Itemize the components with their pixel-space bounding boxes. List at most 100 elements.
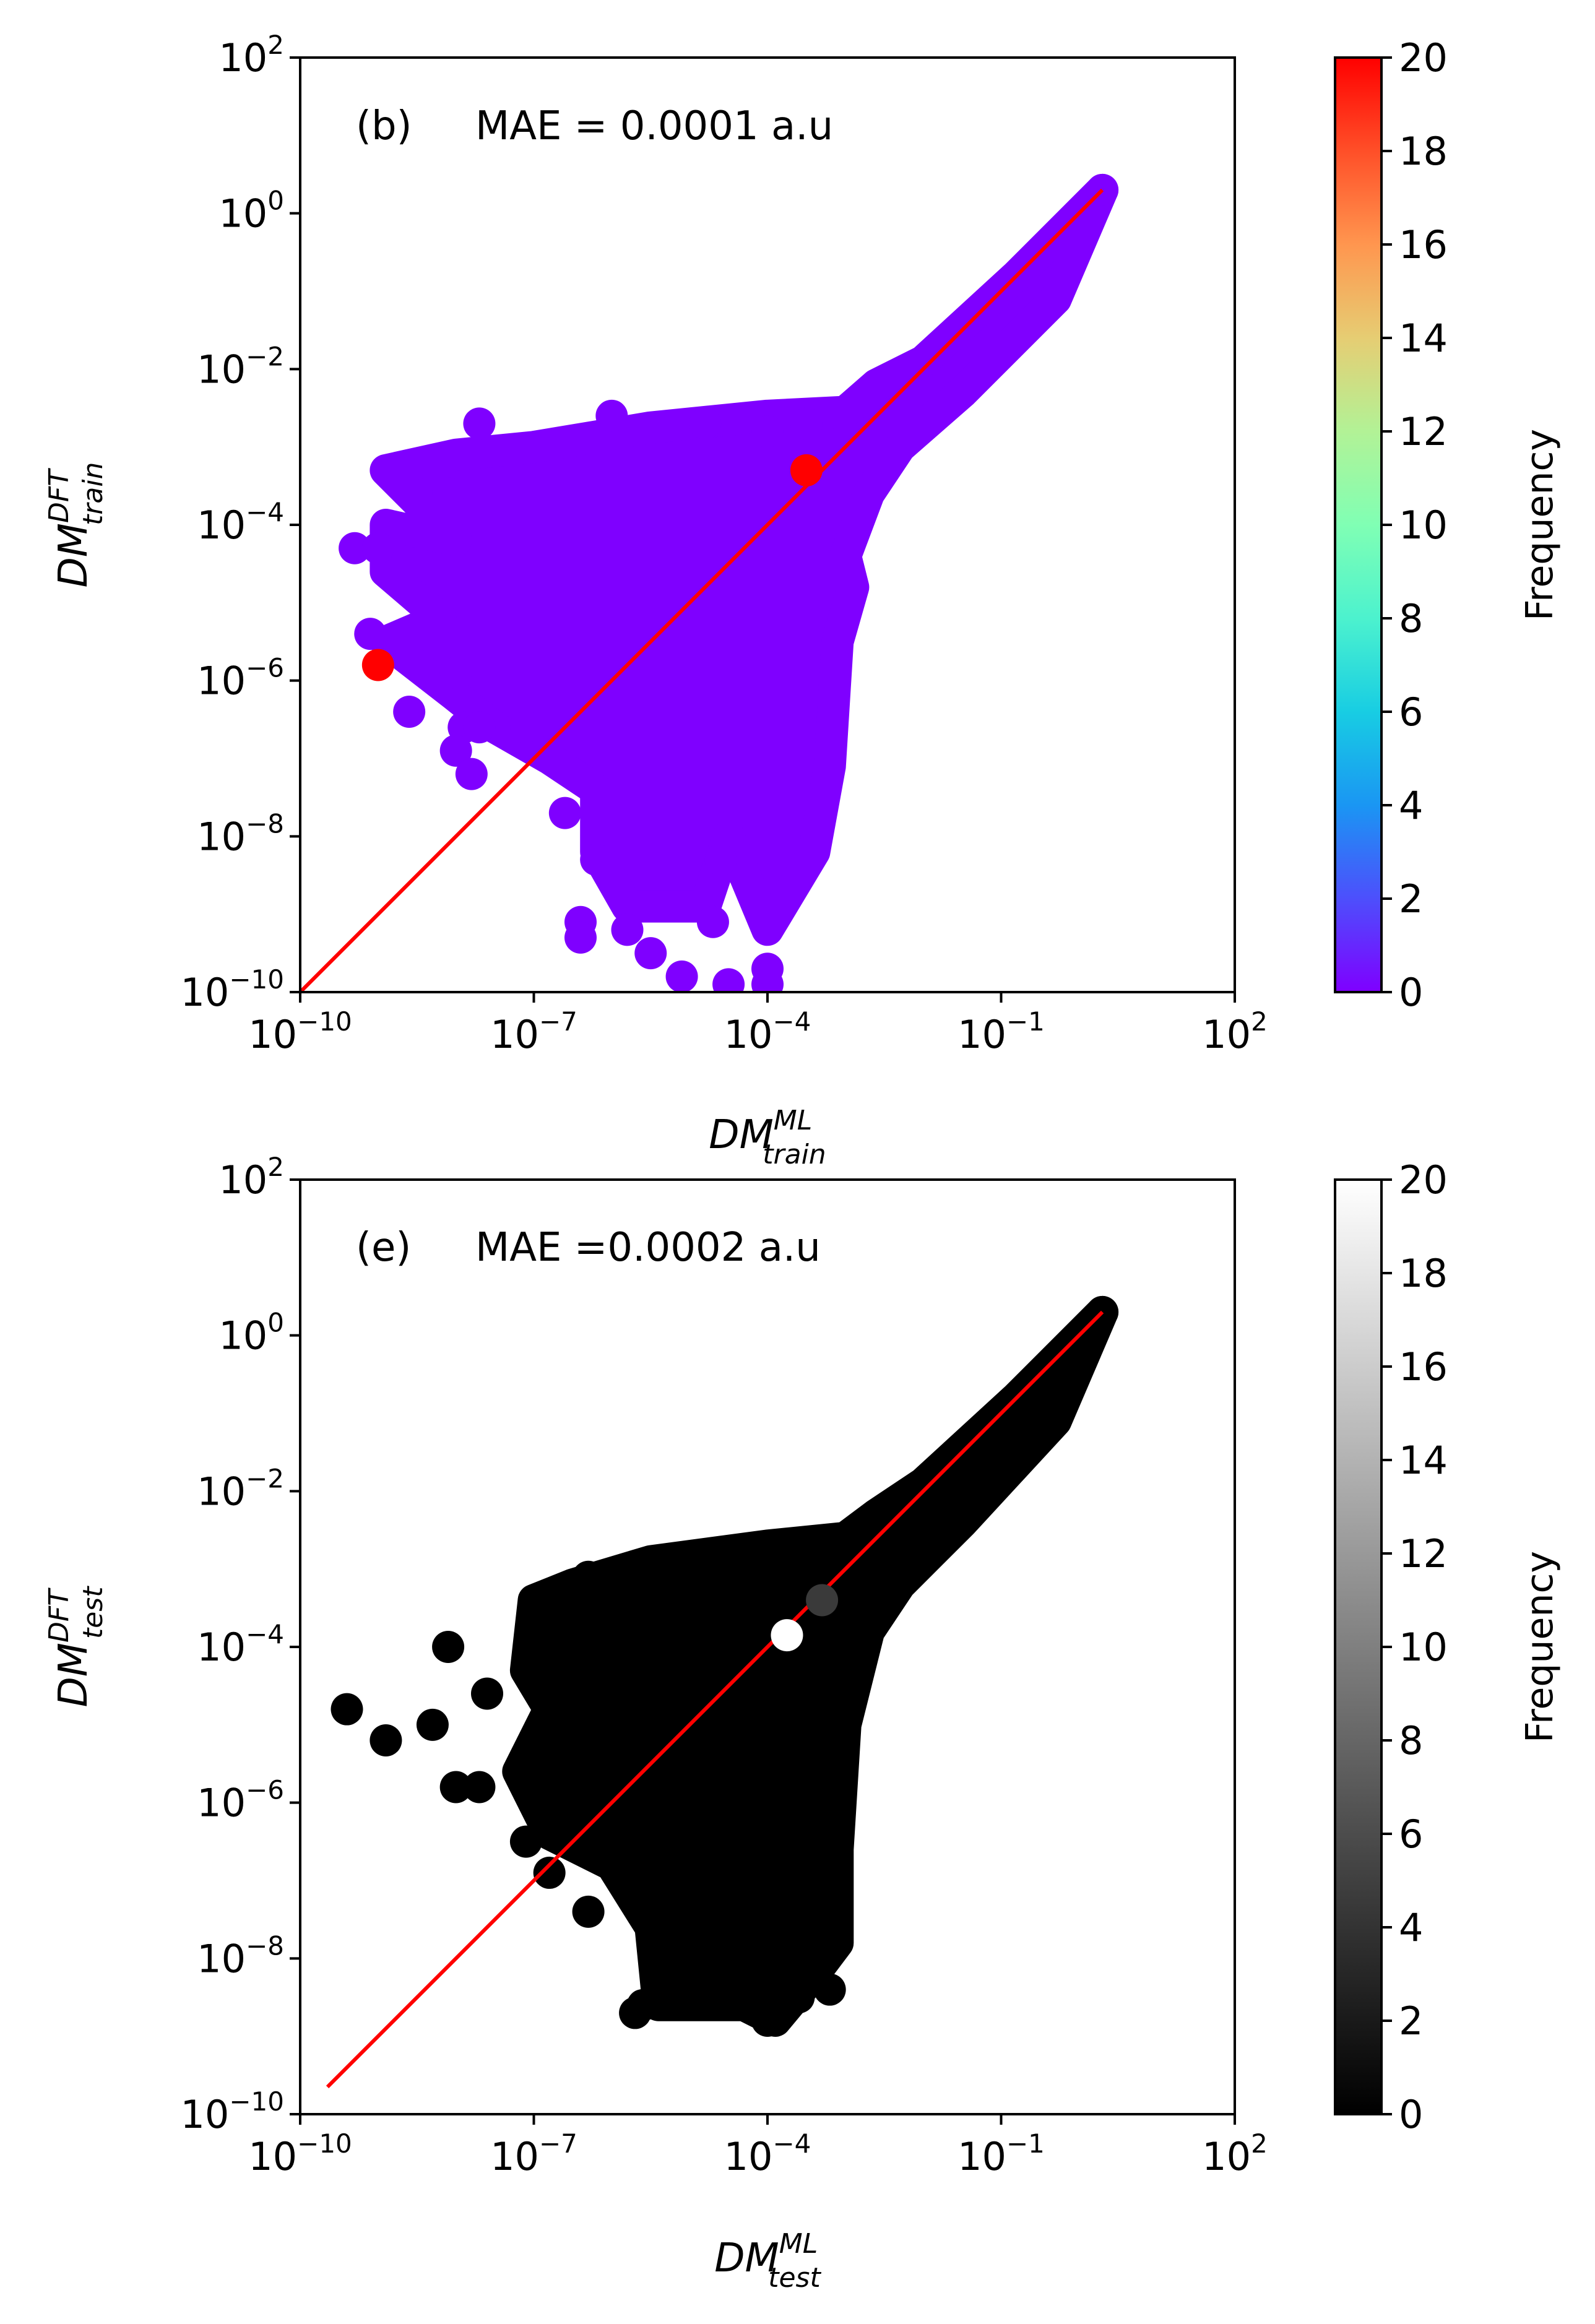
data-point xyxy=(572,1895,605,1928)
colorbar-tick-label: 14 xyxy=(1399,316,1448,361)
data-point xyxy=(463,407,496,440)
y-tick-label: 10−4 xyxy=(197,1619,284,1670)
x-tick-label: 102 xyxy=(1202,2128,1268,2179)
data-point xyxy=(572,1560,605,1593)
data-point xyxy=(432,1631,465,1663)
data-point xyxy=(439,657,472,689)
y-tick-label: 100 xyxy=(218,186,284,236)
data-point-cloud-train xyxy=(370,173,1119,946)
data-point xyxy=(611,914,644,946)
data-point xyxy=(813,1973,846,2006)
data-point xyxy=(751,2005,784,2037)
y-tick-label: 10−8 xyxy=(197,1930,284,1981)
data-point xyxy=(704,844,737,876)
y-tick-label: 10−4 xyxy=(197,497,284,548)
y-tick-label: 10−6 xyxy=(197,1775,284,1826)
colorbar-tick-label: 0 xyxy=(1399,2092,1423,2137)
data-point xyxy=(471,1677,503,1710)
data-point xyxy=(361,532,394,564)
data-point xyxy=(533,1856,566,1889)
y-ticks-train: 102 100 10−2 10−4 10−6 10−8 10−10 xyxy=(180,30,300,1015)
data-point xyxy=(619,1997,652,2029)
x-ticks-train: 10−10 10−7 10−4 10−1 102 xyxy=(248,992,1268,1057)
data-point xyxy=(339,532,371,564)
data-point xyxy=(751,415,784,447)
data-point xyxy=(439,1771,472,1803)
data-point xyxy=(658,1966,690,1998)
x-tick-label: 102 xyxy=(1202,1006,1268,1057)
colorbar-tick-label: 6 xyxy=(1399,1812,1423,1857)
colorbar-tick-label: 6 xyxy=(1399,689,1423,735)
plot-area-train xyxy=(300,173,1119,992)
colorbar-tick-label: 4 xyxy=(1399,1905,1423,1950)
data-point xyxy=(696,905,729,938)
y-tick-label: 10−8 xyxy=(197,808,284,859)
x-tick-label: 10−10 xyxy=(248,2128,352,2179)
annotation-label-train: (b) xyxy=(356,103,412,149)
scatter-panel-train: 10−10 10−7 10−4 10−1 102 10210010−210−410−61… xyxy=(43,30,1562,1170)
identity-line-test xyxy=(326,1310,1104,2089)
highlight-point xyxy=(806,1584,839,1617)
data-point-cloud-test xyxy=(502,1295,1119,2037)
colorbar-ticks-test: 0 2 4 6 8 10 12 14 16 18 20 xyxy=(1381,1157,1448,2137)
y-tick-label: 10−2 xyxy=(197,1463,284,1514)
y-tick-label: 10−6 xyxy=(197,653,284,704)
x-axis-title-test: DMML test xyxy=(714,2228,821,2294)
outlier-points-test xyxy=(331,1295,1119,2037)
colorbar-ticks-train: 0 2 4 6 8 10 12 14 16 18 20 xyxy=(1381,35,1448,1015)
data-point xyxy=(689,407,722,440)
colorbar-tick-label: 4 xyxy=(1399,783,1423,828)
data-point xyxy=(634,937,667,970)
y-tick-label: 10−10 xyxy=(180,964,284,1015)
identity-line-train xyxy=(300,188,1104,992)
data-point xyxy=(393,696,426,728)
data-point xyxy=(634,1560,667,1593)
colorbar-tick-label: 8 xyxy=(1399,1718,1423,1763)
plot-area-test xyxy=(326,1295,1119,2089)
x-axis-title-train: DMML train xyxy=(709,1105,826,1170)
colorbar-tick-label: 12 xyxy=(1399,409,1448,454)
x-ticks-test: 10−10 10−7 10−4 10−1 102 xyxy=(248,2114,1268,2179)
colorbar-tick-label: 10 xyxy=(1399,503,1448,548)
annotation-mae-train: MAE = 0.0001 a.u xyxy=(475,103,833,149)
data-point xyxy=(354,618,387,650)
colorbar-tick-label: 16 xyxy=(1399,222,1448,267)
data-point xyxy=(564,921,597,954)
y-tick-label: 10−10 xyxy=(180,2086,284,2137)
y-axis-title-train: DMDFTtrain xyxy=(43,462,109,588)
y-tick-label: 10−2 xyxy=(197,341,284,392)
highlight-points-test xyxy=(771,1584,839,1652)
colorbar-tick-label: 10 xyxy=(1399,1625,1448,1670)
data-point xyxy=(509,1825,542,1858)
x-tick-label: 10−4 xyxy=(724,1006,811,1057)
colorbar-tick-label: 0 xyxy=(1399,970,1423,1015)
x-tick-label: 10−1 xyxy=(957,2128,1045,2179)
x-tick-label: 10−1 xyxy=(957,1006,1045,1057)
highlight-points-train xyxy=(361,454,823,681)
data-point xyxy=(790,407,823,440)
highlight-point xyxy=(790,454,823,486)
highlight-point xyxy=(771,1619,803,1652)
y-axis-title-test: DMDFTtest xyxy=(43,1586,109,1708)
data-point xyxy=(665,960,698,992)
data-point xyxy=(751,952,784,985)
data-point xyxy=(580,844,613,876)
colorbar-tick-label: 20 xyxy=(1399,35,1448,80)
highlight-point xyxy=(361,649,394,681)
data-point xyxy=(782,1981,815,2014)
y-tick-label: 102 xyxy=(218,30,284,80)
x-tick-label: 10−7 xyxy=(490,1006,577,1057)
colorbar-train xyxy=(1334,56,1383,993)
data-point xyxy=(463,1771,496,1803)
x-tick-label: 10−7 xyxy=(490,2128,577,2179)
data-point xyxy=(455,758,488,790)
colorbar-tick-label: 18 xyxy=(1399,1251,1448,1296)
x-tick-label: 10−4 xyxy=(724,2128,811,2179)
colorbar-tick-label: 12 xyxy=(1399,1531,1448,1576)
annotation-mae-test: MAE =0.0002 a.u xyxy=(475,1225,821,1271)
colorbar-tick-label: 18 xyxy=(1399,129,1448,174)
colorbar-label-train: Frequency xyxy=(1518,429,1562,621)
colorbar-tick-label: 2 xyxy=(1399,1998,1423,2044)
scatter-panel-test: 10−10 10−7 10−4 10−1 102 102 10 0 10−2 10−4 10−6 1… xyxy=(43,1152,1562,2294)
